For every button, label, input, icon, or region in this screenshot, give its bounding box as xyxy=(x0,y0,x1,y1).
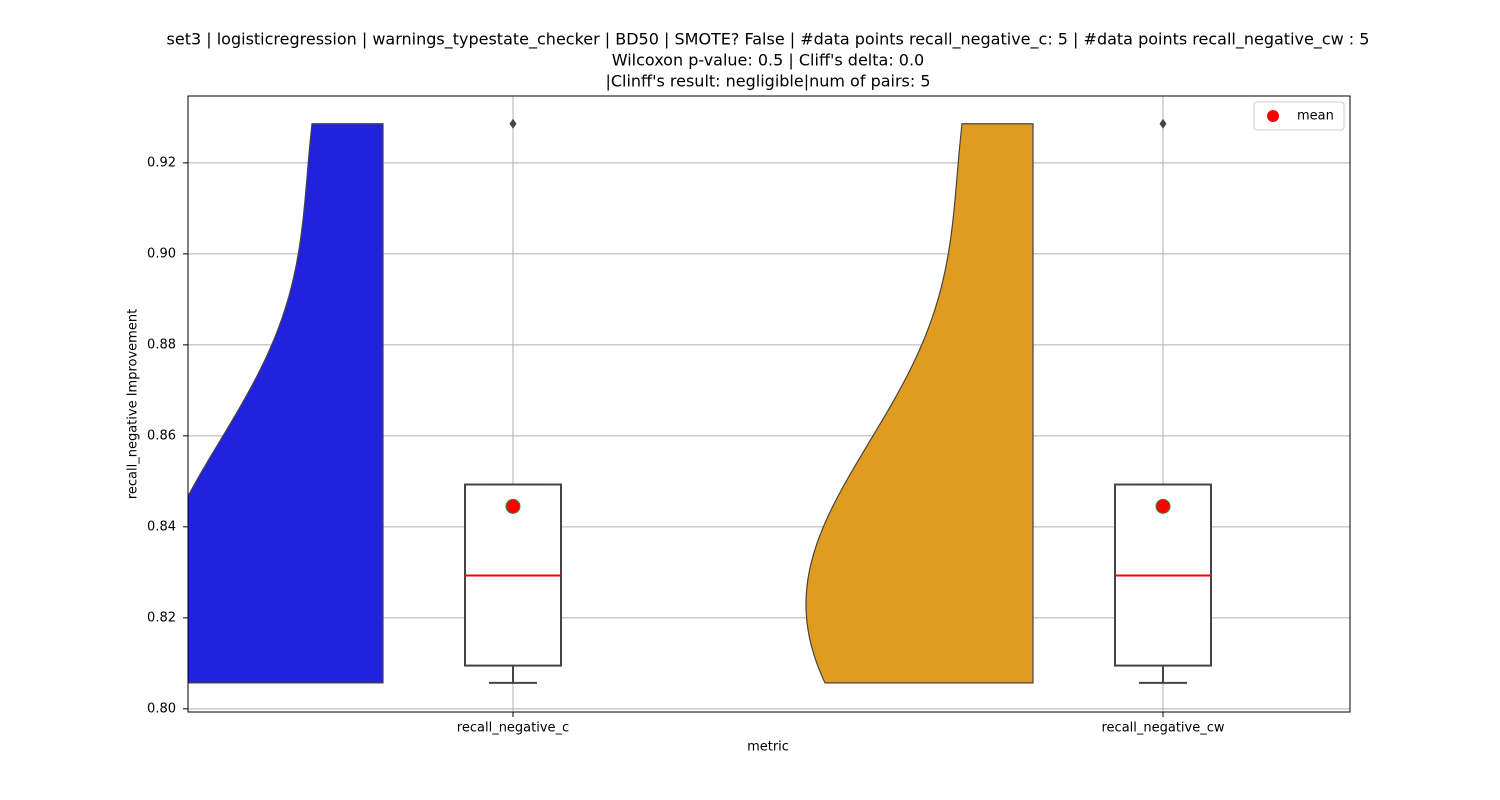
legend: mean xyxy=(1253,101,1345,131)
violin xyxy=(188,123,384,684)
x-tick-label: recall_negative_cw xyxy=(1101,721,1224,736)
y-tick-label: 0.82 xyxy=(147,610,176,625)
y-tick-label: 0.80 xyxy=(147,701,176,716)
chart-title: |Clinff's result: negligible|num of pair… xyxy=(605,72,930,91)
y-axis-label: recall_negative Improvement xyxy=(126,309,141,499)
boxes xyxy=(464,118,1212,684)
x-axis-label: metric xyxy=(747,740,789,755)
plot-frame xyxy=(187,95,1351,713)
legend-marker xyxy=(1267,110,1279,122)
y-tick-label: 0.88 xyxy=(147,337,176,352)
y-tick-label: 0.84 xyxy=(147,519,176,534)
legend-label: mean xyxy=(1297,109,1334,124)
violin xyxy=(805,123,1034,684)
y-tick-label: 0.92 xyxy=(147,155,176,170)
mean-marker xyxy=(1155,498,1171,514)
violins xyxy=(188,123,1034,684)
outlier xyxy=(1159,118,1167,129)
chart-title: set3 | logisticregression | warnings_typ… xyxy=(167,30,1370,50)
y-tick-label: 0.86 xyxy=(147,428,176,443)
x-tick-label: recall_negative_c xyxy=(457,721,569,736)
y-tick-label: 0.90 xyxy=(147,246,176,261)
chart-title: Wilcoxon p-value: 0.5 | Cliff's delta: 0… xyxy=(612,51,924,70)
outlier xyxy=(509,118,517,129)
legend-box xyxy=(1253,101,1345,131)
mean-marker xyxy=(505,498,521,514)
